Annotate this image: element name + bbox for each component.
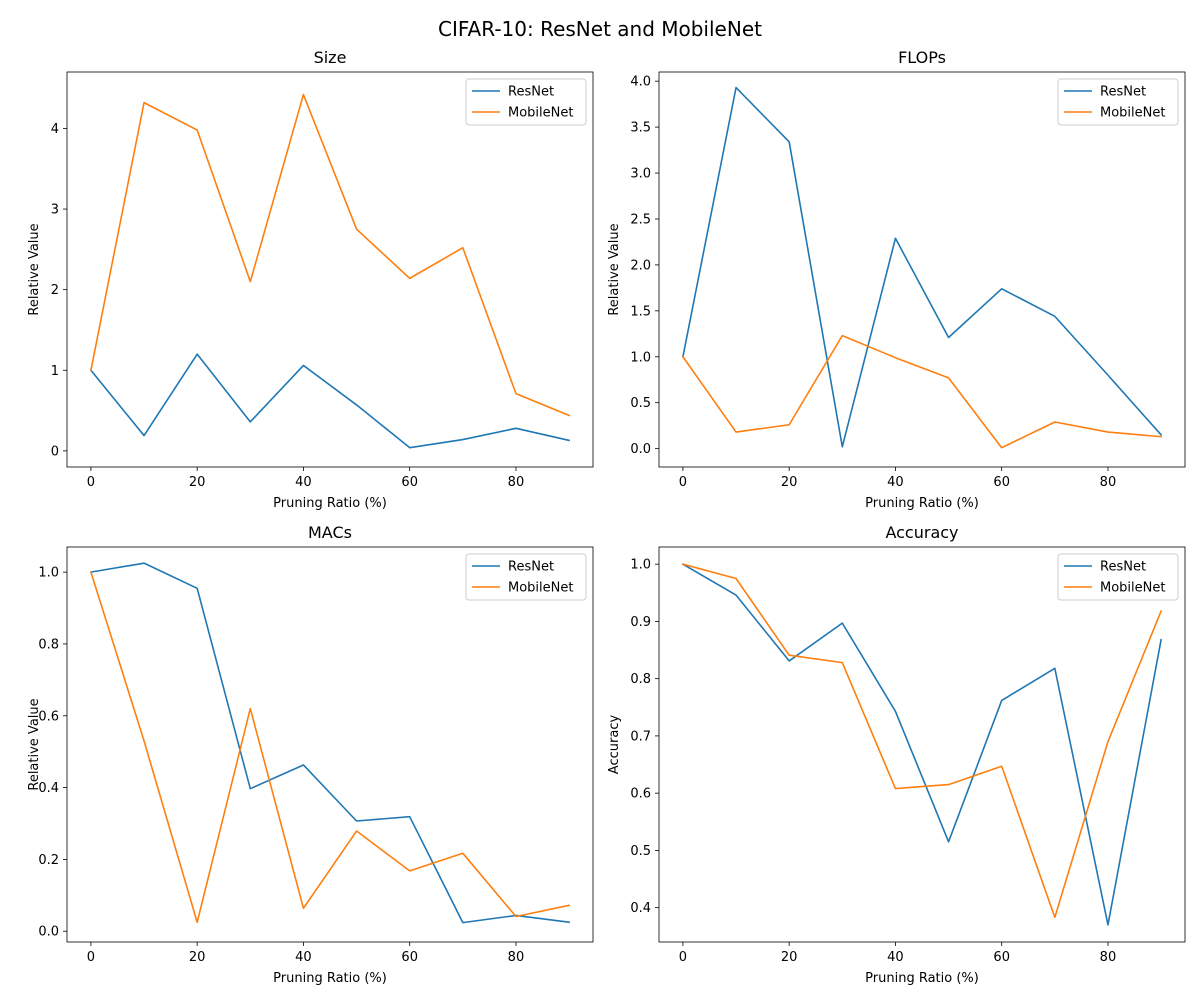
y-tick-label: 3.0 [630, 167, 651, 182]
legend-label-mobilenet: MobileNet [508, 106, 573, 121]
subplot-title: MACs [308, 523, 352, 542]
x-tick-label: 0 [87, 475, 95, 490]
legend-label-mobilenet: MobileNet [1100, 106, 1165, 121]
y-tick-label: 3.5 [630, 121, 651, 136]
x-tick-label: 80 [1100, 950, 1117, 965]
axes-frame [66, 71, 594, 468]
x-tick-label: 80 [1100, 475, 1117, 490]
subplot-accuracy: Accuracy 0 20 40 60 80 0.4 0.5 0.6 0.7 0.8 0.9 1.0 Pr… [607, 523, 1186, 986]
series-line-mobilenet [89, 93, 571, 417]
y-tick-label: 2.5 [630, 212, 651, 227]
x-tick-label: 60 [401, 475, 418, 490]
x-tick-label: 20 [781, 475, 798, 490]
subplot-size: Size 0 20 40 60 80 0 1 2 3 4 Pruning Ratio (%) Relat… [27, 48, 594, 511]
y-tick-label: 4 [51, 122, 59, 137]
y-tick-label: 0.8 [630, 672, 651, 687]
y-tick-label: 1 [51, 364, 59, 379]
x-tick-label: 0 [679, 950, 687, 965]
y-tick-label: 3 [51, 203, 59, 218]
axes-frame [66, 546, 594, 943]
x-tick-label: 20 [189, 475, 206, 490]
y-tick-label: 0.5 [630, 844, 651, 859]
y-tick-label: 0 [51, 444, 59, 459]
series-line-resnet [89, 353, 571, 449]
y-tick-label: 0.4 [630, 901, 651, 916]
y-tick-label: 1.0 [38, 566, 59, 581]
y-tick-label: 2 [51, 283, 59, 298]
legend: ResNet MobileNet [1057, 553, 1179, 601]
axes-frame [658, 71, 1186, 468]
x-axis-label: Pruning Ratio (%) [273, 496, 387, 511]
series-line-resnet [681, 563, 1163, 926]
series-line-mobilenet [681, 334, 1162, 449]
y-tick-label: 0.0 [38, 925, 59, 940]
x-tick-label: 20 [189, 950, 206, 965]
y-tick-label: 0.0 [630, 442, 651, 457]
x-tick-label: 60 [401, 950, 418, 965]
x-tick-label: 40 [887, 950, 904, 965]
x-axis-label: Pruning Ratio (%) [273, 971, 387, 986]
subplot-macs: MACs 0 20 40 60 80 0.0 0.2 0.4 0.6 0.8 1.0 Pruning R… [27, 523, 594, 986]
series-line-resnet [681, 86, 1163, 448]
subplot-title: Accuracy [885, 523, 958, 542]
y-tick-label: 0.6 [630, 787, 651, 802]
series-line-resnet [89, 562, 570, 924]
x-tick-label: 20 [781, 950, 798, 965]
x-axis-label: Pruning Ratio (%) [865, 496, 979, 511]
subplot-title: FLOPs [898, 48, 946, 67]
y-tick-label: 0.6 [38, 709, 59, 724]
x-tick-label: 40 [887, 475, 904, 490]
subplot-title: Size [314, 48, 347, 67]
figure-title: CIFAR-10: ResNet and MobileNet [438, 17, 762, 41]
y-tick-label: 0.8 [38, 637, 59, 652]
legend-label-resnet: ResNet [1100, 560, 1146, 575]
y-tick-label: 0.5 [630, 396, 651, 411]
series-line-mobilenet [89, 571, 571, 924]
legend: ResNet MobileNet [465, 553, 587, 601]
legend-label-resnet: ResNet [1100, 85, 1146, 100]
y-tick-label: 0.9 [630, 615, 651, 630]
y-axis-label: Relative Value [27, 698, 42, 790]
y-tick-label: 1.0 [630, 350, 651, 365]
y-axis-label: Relative Value [27, 223, 42, 315]
legend: ResNet MobileNet [1057, 78, 1179, 126]
series-line-mobilenet [681, 563, 1163, 919]
x-tick-label: 80 [508, 475, 525, 490]
x-tick-label: 80 [508, 950, 525, 965]
x-tick-label: 0 [679, 475, 687, 490]
y-tick-label: 0.7 [630, 729, 651, 744]
y-tick-label: 1.5 [630, 304, 651, 319]
y-tick-label: 0.2 [38, 853, 59, 868]
legend-label-mobilenet: MobileNet [508, 581, 573, 596]
y-axis-label: Accuracy [607, 715, 622, 775]
legend-label-resnet: ResNet [508, 85, 554, 100]
legend: ResNet MobileNet [465, 78, 587, 126]
y-tick-label: 2.0 [630, 258, 651, 273]
x-tick-label: 40 [295, 475, 312, 490]
y-tick-label: 4.0 [630, 75, 651, 90]
y-axis-label: Relative Value [607, 223, 622, 315]
legend-label-resnet: ResNet [508, 560, 554, 575]
axes-frame [658, 546, 1186, 943]
x-tick-label: 40 [295, 950, 312, 965]
legend-label-mobilenet: MobileNet [1100, 581, 1165, 596]
y-tick-label: 0.4 [38, 781, 59, 796]
x-tick-label: 0 [87, 950, 95, 965]
x-tick-label: 60 [993, 475, 1010, 490]
subplot-flops: FLOPs 0 20 40 60 80 0.0 0.5 1.0 1.5 2.0 2.5 3.0 3.5 4.… [607, 48, 1186, 511]
x-axis-label: Pruning Ratio (%) [865, 971, 979, 986]
y-tick-label: 1.0 [630, 558, 651, 573]
x-tick-label: 60 [993, 950, 1010, 965]
